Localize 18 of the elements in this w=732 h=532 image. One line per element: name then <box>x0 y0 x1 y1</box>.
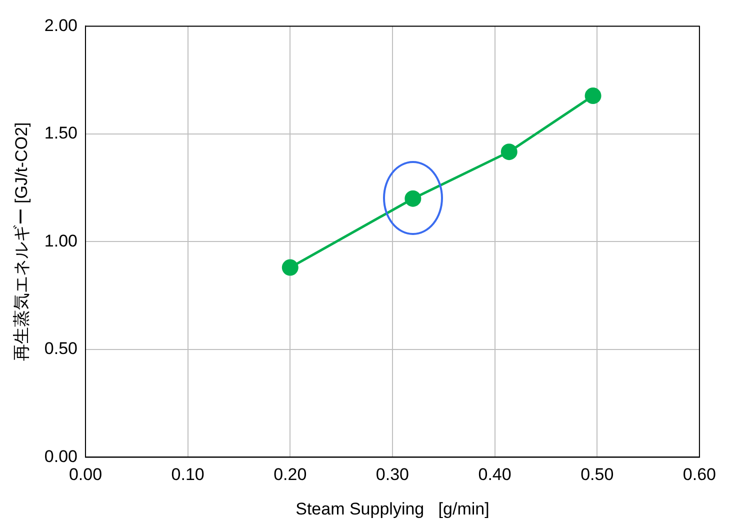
x-tick-label: 0.50 <box>580 465 614 484</box>
y-tick-label: 0.00 <box>44 446 78 466</box>
x-tick-label: 0.20 <box>274 465 307 484</box>
y-tick-label: 2.00 <box>44 16 78 35</box>
y-axis-title: 再生蒸気エネルギー [GJ/t-CO2] <box>12 122 31 362</box>
y-tick-label: 0.50 <box>44 339 78 358</box>
y-tick-label: 1.50 <box>44 124 78 143</box>
point <box>282 259 298 276</box>
x-tick-label: 0.60 <box>682 465 716 484</box>
x-tick-label: 0.40 <box>478 465 512 484</box>
x-tick-label: 0.00 <box>68 465 102 484</box>
point <box>500 144 518 160</box>
x-tick-label: 0.30 <box>376 465 410 484</box>
x-axis-title: Steam Supplying [g/min] <box>296 499 490 518</box>
point <box>404 190 422 207</box>
y-tick-label: 1.00 <box>44 231 78 250</box>
point <box>584 88 602 104</box>
x-tick-label: 0.10 <box>171 465 204 484</box>
